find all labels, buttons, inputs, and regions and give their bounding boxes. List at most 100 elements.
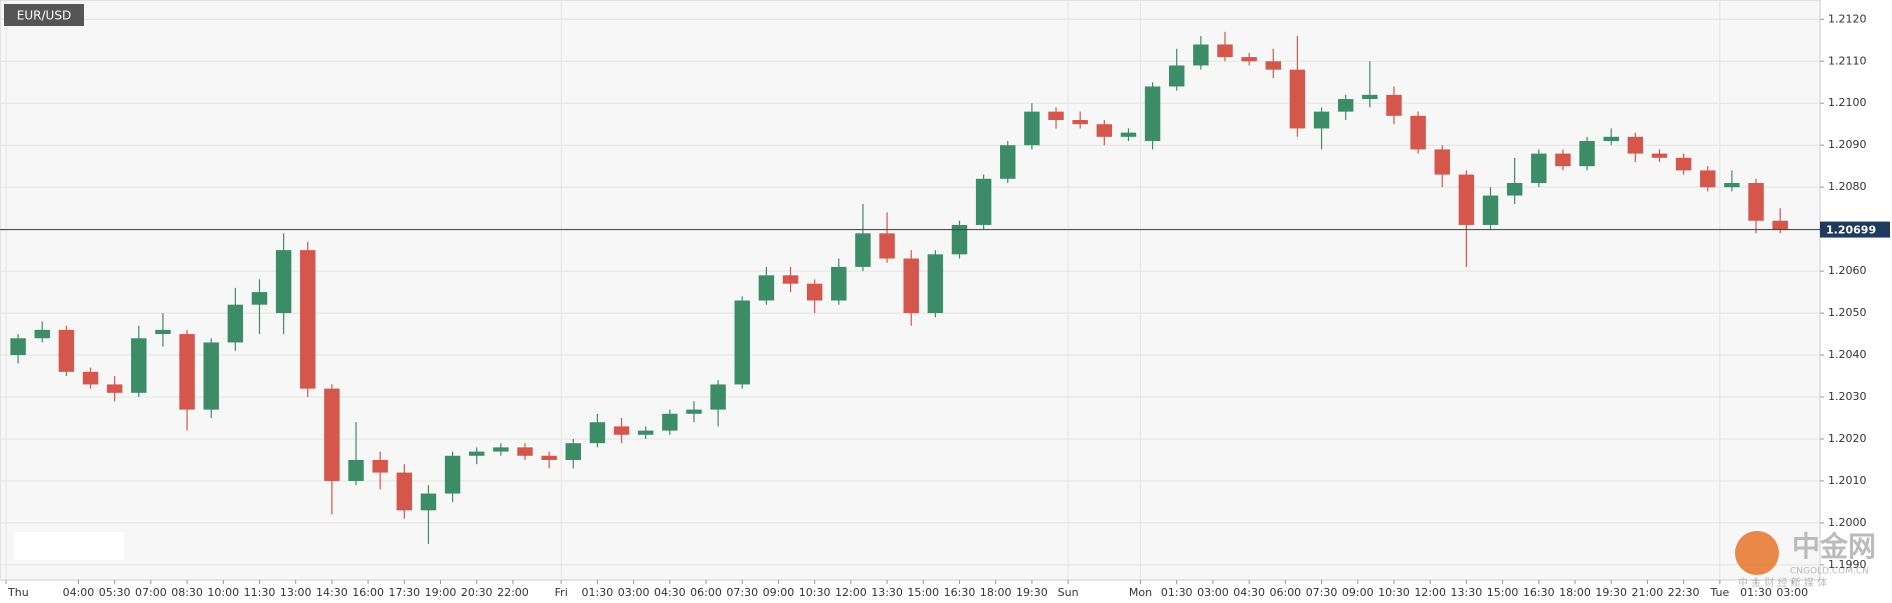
- candle-body: [493, 447, 509, 452]
- candle-body: [806, 283, 823, 301]
- candle-body: [275, 250, 292, 314]
- candle-body: [1096, 124, 1113, 137]
- candle-body: [1651, 153, 1668, 158]
- x-tick-label: Tue: [1709, 586, 1729, 599]
- candle-body: [1627, 136, 1644, 154]
- candle-body: [637, 430, 654, 435]
- candle-body: [1700, 170, 1716, 188]
- candle-body: [782, 275, 799, 284]
- candle-body: [662, 413, 678, 431]
- x-tick-label: 07:30: [1306, 586, 1338, 599]
- candle-body: [1072, 120, 1088, 125]
- x-tick-label: Sun: [1058, 586, 1079, 599]
- candle-body: [1337, 99, 1354, 112]
- x-tick-label: 01:30: [1161, 586, 1193, 599]
- x-tick-label: 09:00: [1342, 586, 1374, 599]
- candle-body: [82, 371, 99, 385]
- x-tick-label: 06:00: [690, 586, 722, 599]
- candle-body: [34, 329, 50, 339]
- candle-body: [1024, 111, 1040, 146]
- x-tick-label: 07:00: [135, 586, 167, 599]
- x-tick-label: 09:00: [763, 586, 795, 599]
- y-tick-label: 1.2110: [1828, 54, 1867, 67]
- x-tick-label: 16:30: [944, 586, 976, 599]
- candle-body: [541, 455, 557, 460]
- x-tick-label: Thu: [7, 586, 29, 599]
- candle-body: [1675, 157, 1692, 171]
- y-tick-label: 1.2090: [1828, 138, 1867, 151]
- candle-body: [131, 338, 147, 393]
- x-tick-label: 03:00: [1776, 586, 1808, 599]
- candle-body: [1724, 182, 1740, 188]
- candle-body: [903, 258, 919, 314]
- logo-text: 中金网: [1792, 530, 1876, 563]
- candle-body: [1555, 153, 1571, 167]
- y-tick-label: 1.2020: [1828, 432, 1867, 445]
- x-tick-label: 10:00: [207, 586, 239, 599]
- candle-body: [372, 459, 388, 473]
- candle-body: [1748, 182, 1764, 221]
- blank-box: [14, 532, 124, 560]
- candle-body: [1289, 69, 1306, 129]
- candle-body: [565, 443, 581, 460]
- x-tick-label: 13:30: [871, 586, 903, 599]
- x-tick-label: 06:00: [1269, 586, 1301, 599]
- candle-body: [1506, 182, 1523, 196]
- y-tick-label: 1.2040: [1828, 348, 1867, 361]
- x-tick-label: 14:30: [316, 586, 348, 599]
- x-tick-label: 03:00: [618, 586, 650, 599]
- candle-body: [1410, 115, 1426, 150]
- x-tick-label: 04:00: [63, 586, 95, 599]
- candle-body: [251, 292, 268, 305]
- x-tick-label: 13:30: [1451, 586, 1483, 599]
- candle-body: [1603, 136, 1619, 142]
- candle-body: [1313, 111, 1330, 129]
- candle-body: [1362, 94, 1378, 100]
- y-tick-label: 1.2060: [1828, 264, 1867, 277]
- x-tick-label: 01:30: [1740, 586, 1772, 599]
- x-tick-label: 20:30: [461, 586, 493, 599]
- y-tick-label: 1.2010: [1828, 474, 1867, 487]
- x-tick-label: 04:30: [1233, 586, 1265, 599]
- candle-body: [831, 266, 847, 301]
- x-tick-label: 16:30: [1523, 586, 1555, 599]
- y-tick-label: 1.1990: [1828, 558, 1867, 571]
- y-tick-label: 1.2100: [1828, 96, 1867, 109]
- x-tick-label: 03:00: [1197, 586, 1229, 599]
- x-tick-label: 05:30: [99, 586, 131, 599]
- candle-body: [1772, 220, 1788, 230]
- symbol-box: [4, 4, 84, 26]
- candle-body: [710, 384, 726, 410]
- logo-domain: CNGOLD.COM.CN: [1790, 567, 1869, 577]
- candle-body: [1048, 111, 1064, 121]
- candle-body: [1000, 145, 1016, 179]
- candle-body: [927, 254, 944, 314]
- x-tick-label: 21:00: [1632, 586, 1664, 599]
- x-tick-label: 01:30: [582, 586, 614, 599]
- candle-body: [444, 455, 461, 494]
- candle-body: [1120, 132, 1137, 137]
- candle-body: [469, 451, 485, 456]
- candle-body: [1482, 195, 1499, 225]
- x-tick-label: 07:30: [726, 586, 758, 599]
- x-tick-label: Fri: [555, 586, 568, 599]
- x-tick-label: 22:30: [1668, 586, 1700, 599]
- x-tick-label: 19:00: [425, 586, 457, 599]
- candle-body: [517, 447, 533, 456]
- x-tick-label: 15:00: [907, 586, 939, 599]
- candle-body: [1193, 44, 1209, 66]
- symbol-label: EUR/USD: [17, 9, 71, 23]
- candle-body: [10, 338, 26, 356]
- logo-icon: [1735, 531, 1779, 575]
- candle-body: [1458, 174, 1475, 225]
- last-price-box: [1820, 221, 1890, 238]
- candle-body: [1217, 44, 1233, 58]
- candle-body: [855, 233, 871, 267]
- candle-body: [1531, 153, 1547, 183]
- candle-body: [879, 233, 895, 259]
- x-tick-label: 10:30: [1378, 586, 1410, 599]
- candle-body: [734, 300, 750, 385]
- x-tick-label: 19:30: [1016, 586, 1048, 599]
- y-tick-label: 1.2050: [1828, 306, 1867, 319]
- candle-body: [348, 459, 364, 481]
